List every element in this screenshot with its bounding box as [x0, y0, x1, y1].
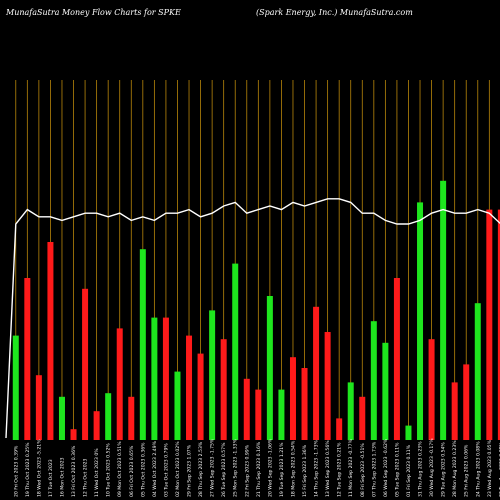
bar-red: [428, 339, 435, 440]
bar-red: [70, 429, 77, 440]
x-tick-label: 31 Thu Aug 2023 0.23%: [418, 441, 424, 497]
chart-title: MunafaSutra Money Flow Charts for SPKE: [6, 8, 181, 17]
x-tick-label: 20 Fri Oct 2023 0.39%: [13, 445, 19, 497]
bar-green: [417, 202, 424, 440]
x-tick-label: 26 Tue Sep 2023 0.57%: [221, 442, 227, 497]
bar-green: [347, 382, 354, 440]
x-tick-label: 08 Fri Sep 2023 -0.51%: [360, 443, 366, 497]
x-tick-label: 29 Fri Sep 2023 1.07%: [187, 444, 193, 497]
bar-red: [497, 209, 500, 440]
bar-red: [463, 364, 470, 440]
bar-green: [440, 180, 447, 441]
bar-green: [174, 371, 181, 440]
bar-green: [474, 303, 481, 440]
x-tick-label: 13 Fri Oct 2023 0.36%: [71, 445, 77, 497]
x-tick-label: 05 Tue Sep 2023 0.11%: [394, 442, 400, 497]
bar-red: [313, 306, 320, 440]
x-tick-label: 23 Wed Aug 2023 0.05%: [487, 439, 493, 497]
bar-red: [220, 339, 227, 440]
x-tick-label: 06 Wed Sep 2023 -0.62%: [383, 438, 389, 497]
bar-red: [301, 368, 308, 440]
x-tick-label: 21 Thu Sep 2023 0.16%: [256, 441, 262, 497]
x-tick-label: 10 Tue Oct 2023 0.52%: [106, 443, 112, 497]
chart-subtitle: (Spark Energy, Inc.) MunafaSutra.com: [256, 8, 413, 17]
bar-green: [405, 425, 412, 440]
bar-green: [266, 296, 273, 440]
x-tick-label: 14 Thu Sep 2023 -1.73%: [314, 439, 320, 497]
x-tick-label: 12 Tue Sep 2023 0.21%: [337, 442, 343, 497]
money-flow-line: [5, 198, 500, 439]
x-tick-label: 25 Fri Aug 2023 0.06%: [464, 444, 470, 497]
bar-red: [289, 357, 296, 440]
bar-green: [151, 317, 158, 440]
bar-red: [47, 242, 54, 440]
x-tick-label: 02 Mon Oct 2023 0.02%: [175, 441, 181, 497]
bar-red: [255, 389, 262, 440]
bar-red: [24, 278, 31, 440]
x-tick-label: 11 Wed Oct 2023 0%: [94, 448, 100, 497]
x-tick-label: 16 Mon Oct 2023: [59, 457, 65, 497]
bar-red: [93, 411, 100, 440]
x-tick-label: 28 Mon Aug 2023 0.23%: [452, 440, 458, 497]
bar-red: [359, 396, 366, 440]
x-tick-label: 11 Mon Sep 2023 -0.77%: [348, 438, 354, 497]
x-tick-label: 18 Wed Oct 2023 -5.21%: [36, 439, 42, 497]
x-tick-label: 29 Tue Aug 2023 0.54%: [441, 442, 447, 497]
x-tick-label: 17 Tue Oct 2023: [48, 459, 54, 497]
bar-red: [128, 396, 135, 440]
bar-red: [186, 335, 193, 440]
bar-green: [382, 342, 389, 440]
x-tick-label: 22 Tue Aug 2023 0.08%: [498, 442, 500, 497]
x-tick-label: 25 Mon Sep 2023 -1.33%: [233, 438, 239, 497]
x-tick-label: 04 Wed Oct 2023 2.49%: [152, 440, 158, 497]
bar-green: [370, 321, 377, 440]
x-tick-label: 09 Mon Oct 2023 0.51%: [117, 441, 123, 497]
bar-red: [162, 317, 169, 440]
bar-green: [12, 335, 19, 440]
money-flow-line-path: [5, 198, 500, 439]
bar-red: [324, 332, 331, 440]
bar-red: [393, 278, 400, 440]
x-tick-label: 24 Thu Aug 2023 0.08%: [475, 441, 481, 497]
bars: [12, 180, 500, 441]
bar-green: [58, 396, 65, 440]
x-tick-label: 18 Mon Sep 2023 0.54%: [290, 440, 296, 497]
bar-red: [82, 288, 89, 440]
bar-red: [336, 418, 343, 440]
x-tick-label: 30 Wed Aug 2023 -0.17%: [429, 438, 435, 497]
bar-red: [35, 375, 42, 440]
x-tick-label: 03 Tue Oct 2023 0.79%: [163, 443, 169, 497]
x-tick-label: 05 Thu Oct 2023 0.36%: [140, 442, 146, 497]
bar-green: [232, 263, 239, 440]
x-tick-label: 01 Fri Sep 2023 0.11%: [406, 444, 412, 497]
bar-red: [197, 353, 204, 440]
bar-red: [243, 378, 250, 440]
x-axis-labels: 20 Fri Oct 2023 0.39% 19 Thu Oct 2023 0.2…: [13, 438, 500, 497]
x-tick-label: 12 Thu Oct 2023: [83, 458, 89, 497]
bar-green: [139, 249, 146, 440]
x-tick-label: 27 Wed Sep 2023 -1.75%: [210, 438, 216, 497]
x-tick-label: 19 Tue Sep 2023 1.21%: [279, 442, 285, 497]
x-tick-label: 20 Wed Sep 2023 -1.06%: [267, 438, 273, 497]
bar-red: [116, 328, 123, 440]
x-tick-label: 07 Thu Sep 2023 1.73%: [371, 441, 377, 497]
bar-green: [278, 389, 285, 440]
x-tick-label: 19 Thu Oct 2023 0.25%: [25, 442, 31, 497]
x-tick-label: 06 Fri Oct 2023 0.65%: [129, 445, 135, 497]
x-tick-label: 28 Thu Sep 2023 2.53%: [198, 441, 204, 497]
x-tick-label: 22 Fri Sep 2023 0.99%: [244, 444, 250, 497]
gridlines: [15, 80, 490, 440]
x-tick-label: 13 Wed Sep 2023 0.56%: [325, 440, 331, 497]
bar-red: [486, 209, 493, 440]
x-tick-label: 15 Fri Sep 2023 1.36%: [302, 444, 308, 497]
bar-green: [105, 393, 112, 440]
bar-red: [451, 382, 458, 440]
bar-green: [209, 310, 216, 440]
